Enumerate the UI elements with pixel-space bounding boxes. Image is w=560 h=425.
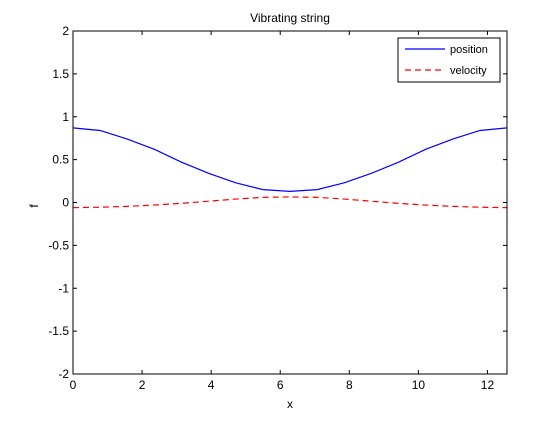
series-line-position (72, 127, 508, 192)
legend-velocity-label: velocity (450, 65, 487, 77)
y-tick-label: 0.5 (52, 153, 69, 167)
x-tick-label: 8 (346, 378, 353, 392)
x-tick-label: 10 (412, 378, 426, 392)
plot-area (73, 31, 507, 374)
legend: position velocity (397, 37, 501, 83)
series-layer (72, 127, 508, 209)
y-tick-label: -1 (58, 281, 69, 295)
y-tick-label: 1 (62, 110, 69, 124)
x-tick-label: 4 (208, 378, 215, 392)
x-tick-label: 12 (481, 378, 495, 392)
y-tick-label: 1.5 (52, 67, 69, 81)
x-axis-label: x (287, 397, 293, 411)
x-tick-label: 2 (139, 378, 146, 392)
y-tick-label: -2 (58, 367, 69, 381)
y-axis-label: f (27, 204, 41, 208)
x-tick-label: 0 (70, 378, 77, 392)
y-tick-label: -0.5 (48, 238, 69, 252)
y-tick-label: 0 (62, 196, 69, 210)
series-line-velocity (72, 196, 508, 209)
legend-box (397, 37, 501, 83)
y-tick-label: 2 (62, 24, 69, 38)
legend-position-label: position (450, 44, 488, 56)
chart-title: Vibrating string (250, 11, 330, 25)
ticks-layer: 0 2 4 6 8 10 12 -2 -1.5 -1 -0.5 0 0.5 1 1.5 2 (48, 24, 507, 392)
y-tick-label: -1.5 (48, 324, 69, 338)
x-tick-label: 6 (277, 378, 284, 392)
